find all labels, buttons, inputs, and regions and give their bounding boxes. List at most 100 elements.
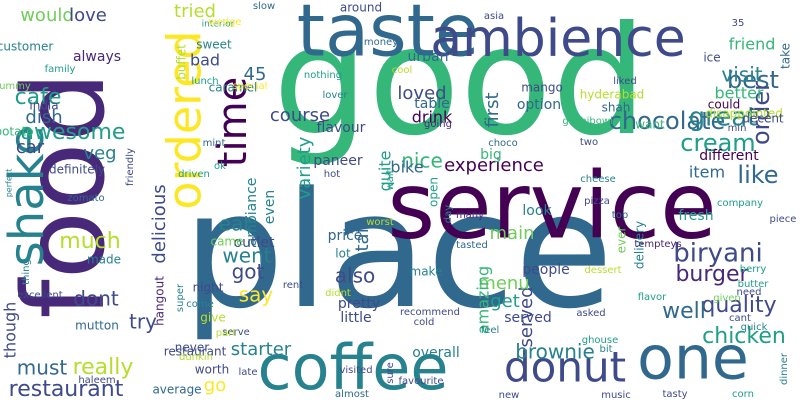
- word-mutton: mutton: [75, 319, 119, 333]
- word-served: served: [516, 286, 537, 347]
- word-go: go: [204, 375, 226, 396]
- word-urban: urban: [408, 49, 449, 65]
- word-get: get: [490, 291, 520, 312]
- word-ordered: ordered: [158, 30, 212, 209]
- word-come: come: [186, 299, 214, 310]
- word-nice: nice: [401, 149, 443, 173]
- word-even: even: [262, 190, 278, 224]
- word-great: great: [689, 103, 758, 133]
- word-lunch: lunch: [191, 76, 218, 87]
- word-gachibowli: gachibowli: [562, 116, 615, 127]
- word-pretty: pretty: [338, 296, 380, 312]
- word-bad: bad: [190, 51, 220, 70]
- word-fresh: fresh: [678, 208, 713, 224]
- word-new: new: [499, 390, 520, 400]
- word-say: say: [239, 283, 274, 307]
- word-visit: visit: [721, 63, 762, 87]
- word-recommend: recommend: [400, 307, 460, 318]
- word-cream: cream: [680, 129, 755, 157]
- word-ambience: ambience: [430, 9, 686, 69]
- word-different: different: [699, 148, 759, 164]
- word-one: one: [637, 324, 749, 394]
- word-choco: choco: [488, 138, 518, 149]
- word-almost: almost: [335, 389, 369, 400]
- word-food: food: [0, 71, 130, 319]
- word-awesome: awesome: [21, 120, 126, 145]
- word-shake: shake: [0, 126, 55, 266]
- word-well: well: [662, 299, 706, 324]
- word-bit: bit: [599, 344, 612, 355]
- word-want: want: [635, 118, 665, 132]
- word-experience: experience: [444, 155, 544, 176]
- word-order: order: [747, 81, 775, 145]
- word-restaurant: restaurant: [164, 345, 227, 359]
- word-sweet: sweet: [196, 38, 232, 52]
- word-excellent: excellent: [17, 290, 62, 301]
- word-decent: decent: [742, 112, 784, 126]
- word-shah: shah: [602, 101, 631, 115]
- word-got: got: [232, 260, 265, 284]
- word-good: good: [273, 0, 647, 169]
- word-loved: loved: [397, 83, 446, 104]
- word-item: item: [689, 163, 725, 182]
- word-open: open: [427, 177, 441, 207]
- word-also: also: [335, 264, 375, 288]
- word-family: family: [45, 64, 76, 75]
- word-mint: mint: [203, 138, 226, 149]
- word-customer: customer: [0, 40, 53, 54]
- word-eat: eat: [219, 212, 252, 236]
- word-drink: drink: [412, 108, 453, 127]
- word-give: give: [200, 311, 225, 325]
- word-buffet: buffet: [175, 44, 189, 80]
- word-two: two: [580, 137, 598, 148]
- word-quality: quality: [701, 293, 776, 318]
- word-slow: slow: [253, 1, 275, 12]
- word-music: music: [601, 390, 631, 400]
- word-quite: quite: [376, 151, 395, 192]
- word-didnt: didnt: [325, 288, 351, 299]
- word-potato: potato: [0, 125, 34, 139]
- word-lover: lover: [322, 90, 348, 101]
- word-worth: worth: [195, 363, 229, 377]
- word-best: best: [727, 66, 779, 94]
- word-pizza: pizza: [584, 196, 610, 207]
- word-burger: burger: [675, 262, 749, 287]
- word-piece: piece: [770, 214, 797, 225]
- word-much: much: [59, 229, 120, 254]
- word-sure: sure: [385, 362, 396, 384]
- word-dinner: dinner: [779, 352, 790, 385]
- word-ghouse: ghouse: [582, 335, 619, 346]
- word-bike: bike: [390, 158, 423, 177]
- word-late: late: [239, 367, 258, 378]
- word-money: money: [364, 37, 398, 48]
- word-cool: cool: [392, 65, 413, 76]
- word-like: like: [737, 161, 778, 189]
- word-ok: ok: [214, 161, 226, 172]
- word-night: night: [193, 281, 224, 295]
- word-flavour: flavour: [317, 120, 366, 136]
- word-never: never: [175, 341, 209, 355]
- word-going: going: [424, 119, 452, 130]
- word-main: main: [490, 223, 535, 244]
- word-super: super: [175, 283, 186, 312]
- word-cold: cold: [414, 317, 435, 328]
- word-liked: liked: [613, 76, 637, 87]
- word-people: people: [522, 262, 569, 278]
- word-friendly: friendly: [125, 148, 136, 186]
- word-haleem: haleem: [78, 375, 115, 386]
- word-zomato: zomato: [67, 193, 104, 204]
- word-interior: interior: [202, 20, 235, 30]
- word-hyderabad: hyderabad: [580, 88, 645, 102]
- word-driven: driven: [178, 169, 210, 180]
- word-thing: thing: [21, 259, 32, 285]
- word-made: made: [87, 253, 121, 267]
- word-worst: worst: [366, 217, 394, 228]
- word-mango: mango: [521, 81, 563, 95]
- word-donut: donut: [504, 343, 626, 392]
- word-better: better: [715, 84, 764, 103]
- word-try: try: [129, 310, 157, 334]
- word-given: given: [713, 293, 741, 304]
- word-price: price: [328, 228, 363, 244]
- word-must: must: [17, 356, 68, 380]
